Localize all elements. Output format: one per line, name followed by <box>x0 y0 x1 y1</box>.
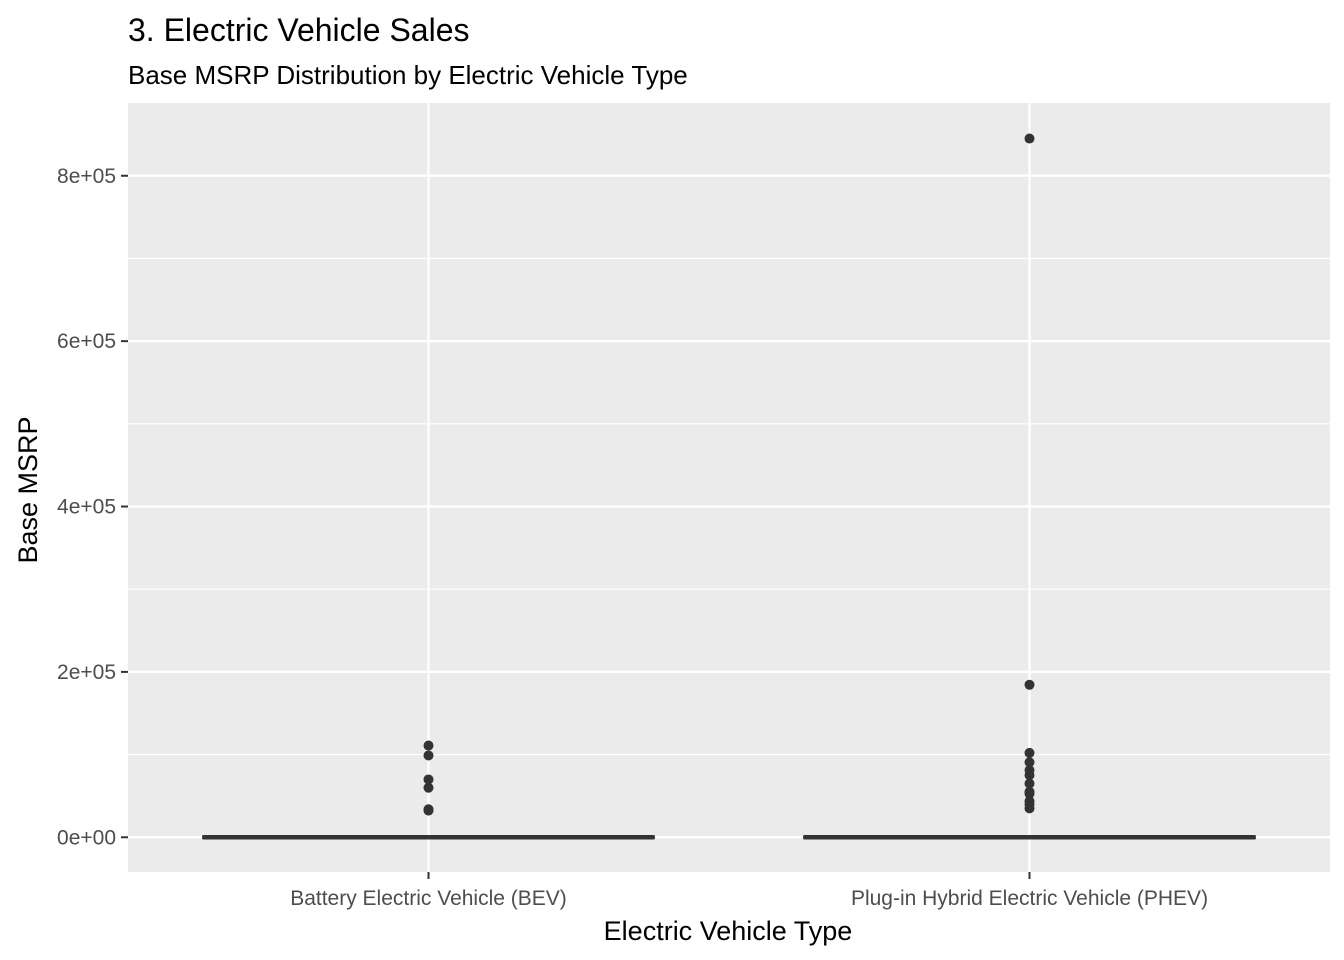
outlier-point <box>1024 133 1035 144</box>
outlier-point <box>1024 757 1035 768</box>
boxes <box>202 133 1256 840</box>
outlier-point <box>423 750 434 761</box>
outlier-point <box>423 804 434 815</box>
box-group <box>202 740 655 840</box>
plot-panel <box>128 103 1330 872</box>
x-tick-label: Plug-in Hybrid Electric Vehicle (PHEV) <box>851 887 1208 910</box>
y-axis: 0e+00 2e+05 4e+05 6e+05 8e+05 <box>57 165 128 849</box>
outlier-point <box>1024 778 1035 789</box>
outlier-point <box>423 774 434 785</box>
y-axis-title: Base MSRP <box>13 416 43 563</box>
y-tick-label: 2e+05 <box>57 661 116 684</box>
y-tick-label: 6e+05 <box>57 330 116 353</box>
outlier-point <box>423 782 434 793</box>
outlier-point <box>423 740 434 751</box>
chart-subtitle: Base MSRP Distribution by Electric Vehic… <box>128 60 688 90</box>
x-axis: Battery Electric Vehicle (BEV) Plug-in Hy… <box>290 872 1208 910</box>
y-tick-label: 0e+00 <box>57 826 116 849</box>
outlier-point <box>1024 765 1035 776</box>
grid-minor <box>128 257 1330 756</box>
y-tick-label: 4e+05 <box>57 496 116 519</box>
y-tick-label: 8e+05 <box>57 165 116 188</box>
outlier-point <box>1024 747 1035 758</box>
box-group <box>803 133 1256 840</box>
outlier-point <box>1024 796 1035 807</box>
x-axis-title: Electric Vehicle Type <box>604 916 853 946</box>
chart-title: 3. Electric Vehicle Sales <box>128 12 470 48</box>
x-tick-label: Battery Electric Vehicle (BEV) <box>290 887 567 910</box>
outlier-point <box>1024 679 1035 690</box>
outlier-point <box>1024 786 1035 797</box>
